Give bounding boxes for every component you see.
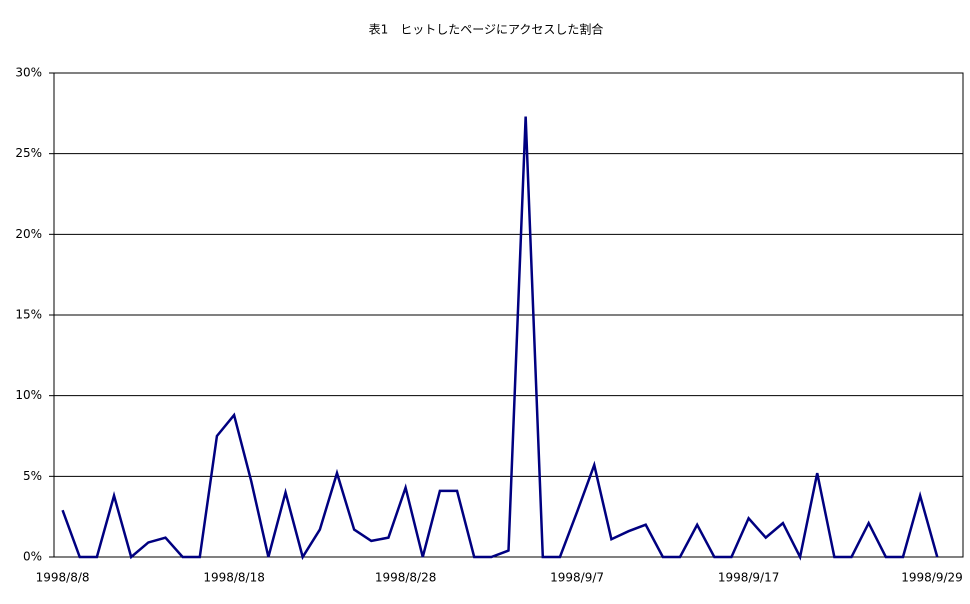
x-tick-label: 1998/8/18 bbox=[203, 571, 265, 585]
y-tick-label: 0% bbox=[23, 550, 42, 564]
y-tick-label: 10% bbox=[15, 388, 42, 402]
x-tick-label: 1998/9/17 bbox=[718, 571, 780, 585]
y-tick-label: 25% bbox=[15, 146, 42, 160]
chart-title: 表1 ヒットしたページにアクセスした割合 bbox=[369, 22, 604, 37]
x-tick-label: 1998/9/7 bbox=[550, 571, 604, 585]
y-tick-label: 15% bbox=[15, 308, 42, 322]
y-tick-label: 30% bbox=[15, 66, 42, 80]
y-tick-label: 5% bbox=[23, 469, 42, 483]
data-line bbox=[61, 116, 939, 561]
x-tick-label: 1998/8/28 bbox=[375, 571, 437, 585]
x-tick-label: 1998/9/29 bbox=[901, 571, 963, 585]
y-tick-label: 20% bbox=[15, 227, 42, 241]
plot-border bbox=[53, 72, 964, 558]
x-tick-label: 1998/8/8 bbox=[36, 571, 90, 585]
